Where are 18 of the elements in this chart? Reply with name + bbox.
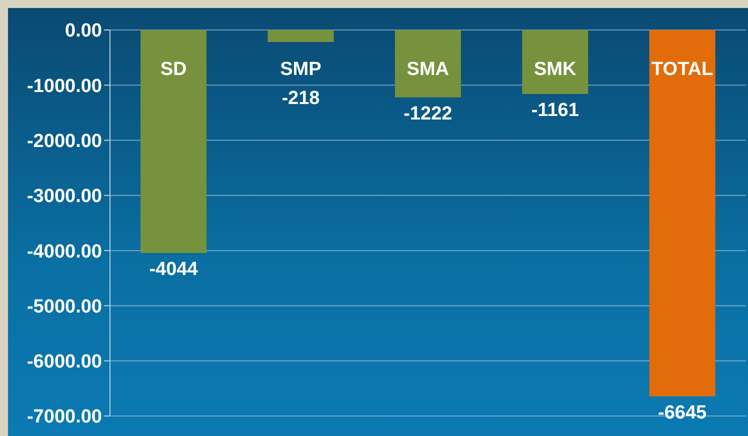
x-tick-label: SMA — [406, 59, 450, 80]
x-tick-label: SD — [160, 59, 187, 80]
y-tick-label: -2000.00 — [26, 131, 102, 152]
data-label: -4044 — [149, 259, 198, 280]
y-tick-label: -5000.00 — [26, 296, 102, 318]
x-tick-label: SMP — [280, 59, 322, 80]
y-tick-label: -7000.00 — [26, 406, 102, 428]
data-label: -218 — [282, 88, 320, 109]
y-tick-label: -3000.00 — [26, 186, 102, 208]
data-label: -6645 — [658, 402, 708, 424]
y-tick-label: 0.00 — [65, 20, 102, 42]
y-tick-label: -6000.00 — [26, 352, 102, 373]
data-label: -1161 — [531, 100, 580, 122]
x-tick-label: TOTAL — [652, 59, 714, 80]
y-tick-label: -4000.00 — [26, 241, 102, 262]
data-label: -1222 — [404, 103, 452, 124]
x-tick-label: SMK — [534, 59, 577, 80]
y-tick-label: -1000.00 — [26, 76, 102, 97]
